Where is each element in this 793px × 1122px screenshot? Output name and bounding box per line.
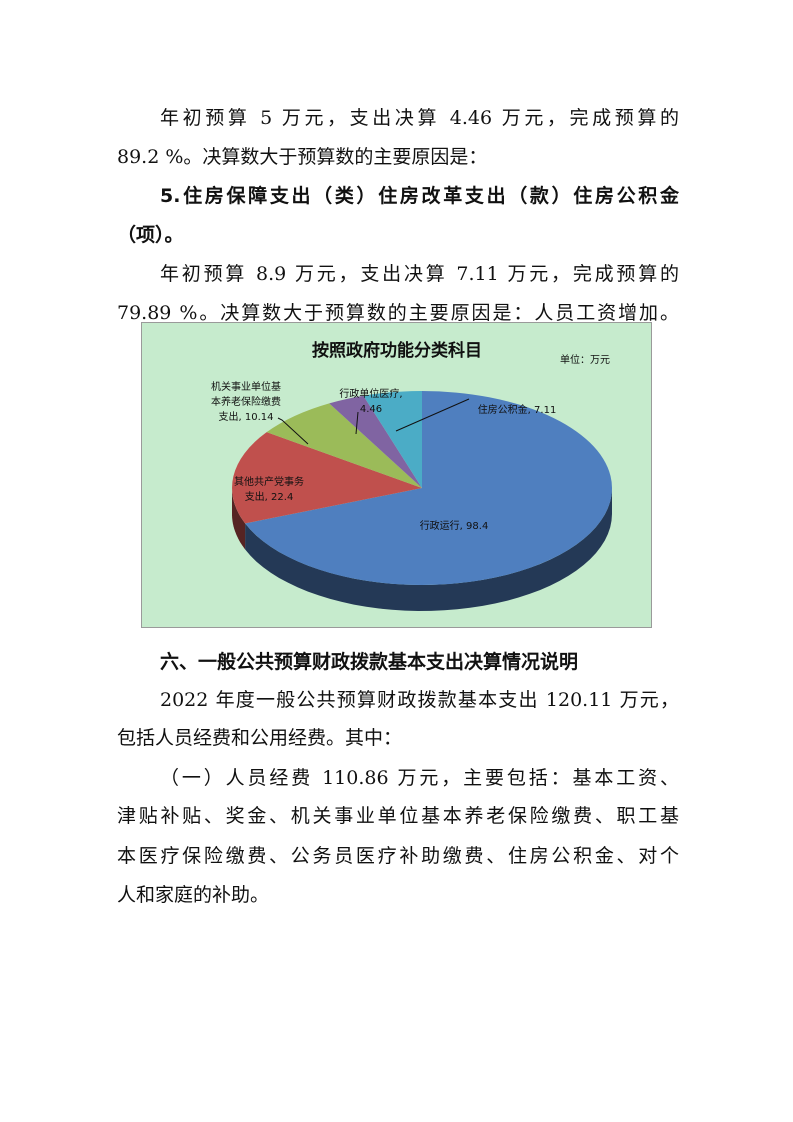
paragraph-line: 年初预算 8.9 万元，支出决算 7.11 万元，完成预算的 <box>160 263 679 285</box>
slice-label: 支出, 22.4 <box>245 490 294 503</box>
paragraph-line: 人和家庭的补助。 <box>117 884 270 906</box>
pie-slice-side <box>232 488 246 550</box>
paragraph-line: 津贴补贴、奖金、机关事业单位基本养老保险缴费、职工基 <box>117 805 679 827</box>
slice-label: 本养老保险缴费 <box>211 395 281 408</box>
slice-label: 住房公积金, 7.11 <box>478 403 557 416</box>
leader-line <box>395 398 470 432</box>
pie-slice <box>266 403 422 488</box>
pie-svg: 按照政府功能分类科目 单位：万元 机关事业单位基 本养老保险缴费 支出, 10.… <box>211 340 612 611</box>
paragraph-line: 包括人员经费和公用经费。其中： <box>117 727 403 749</box>
paragraph-line: 年初预算 5 万元，支出决算 4.46 万元，完成预算的 <box>160 107 679 129</box>
slice-label: 行政运行, 98.4 <box>420 519 489 532</box>
chart-title: 按照政府功能分类科目 <box>312 340 482 361</box>
leader-line <box>355 411 359 435</box>
paragraph-line: 89.2 %。决算数大于预算数的主要原因是： <box>117 146 488 168</box>
slice-label: 4.46 <box>360 404 382 415</box>
paragraph-line: （一）人员经费 110.86 万元，主要包括：基本工资、 <box>160 767 679 789</box>
unit-note: 单位：万元 <box>560 353 610 366</box>
slice-label: 其他共产党事务 <box>234 475 304 488</box>
paragraph-line: 本医疗保险缴费、公务员医疗补助缴费、住房公积金、对个 <box>117 845 679 867</box>
pie-slice-side <box>245 488 612 611</box>
section-heading: 六、一般公共预算财政拨款基本支出决算情况说明 <box>160 651 579 673</box>
pie-chart: 按照政府功能分类科目 单位：万元 机关事业单位基 本养老保险缴费 支出, 10.… <box>141 322 652 628</box>
item-heading: （项）。 <box>117 224 184 246</box>
slice-label: 支出, 10.14 <box>219 410 274 423</box>
pie-slice <box>363 391 422 488</box>
pie-slice <box>329 395 422 488</box>
paragraph-line: 2022 年度一般公共预算财政拨款基本支出 120.11 万元， <box>160 689 679 711</box>
leader-line <box>277 417 309 445</box>
paragraph-line: 79.89 %。决算数大于预算数的主要原因是：人员工资增加。 <box>117 302 679 324</box>
pie-slice <box>245 391 612 585</box>
slice-label: 机关事业单位基 <box>211 380 281 393</box>
slice-label: 行政单位医疗, <box>339 387 402 400</box>
item-heading: 5.住房保障支出（类）住房改革支出（款）住房公积金 <box>160 185 679 207</box>
pie-slice <box>232 432 422 524</box>
